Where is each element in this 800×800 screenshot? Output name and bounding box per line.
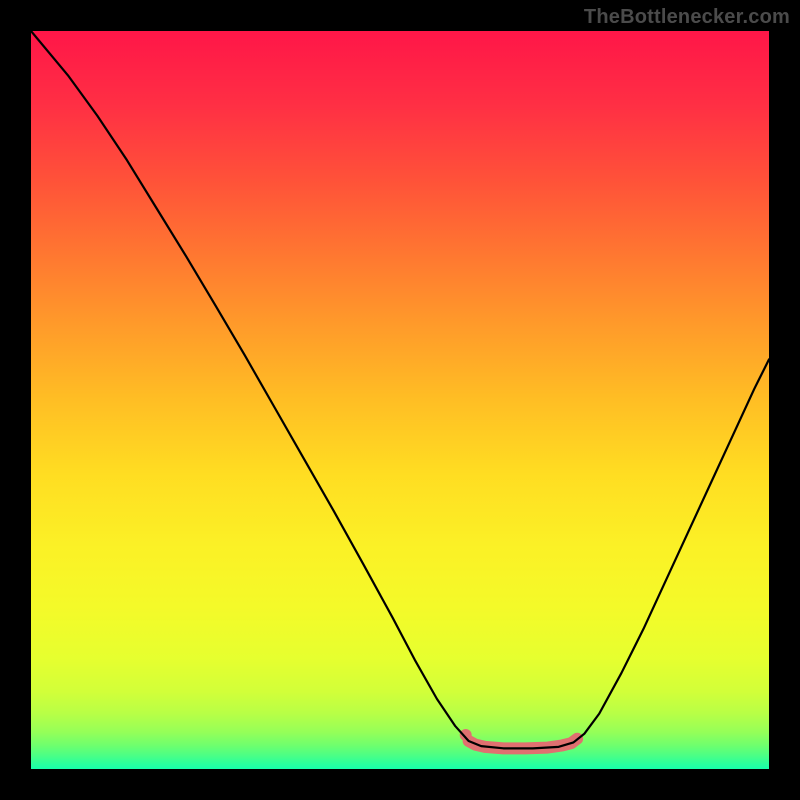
plot-area [31,31,769,769]
watermark-text: TheBottlenecker.com [584,6,790,29]
chart-svg [31,31,769,769]
gradient-background [31,31,769,769]
chart-container: TheBottlenecker.com [0,0,800,800]
